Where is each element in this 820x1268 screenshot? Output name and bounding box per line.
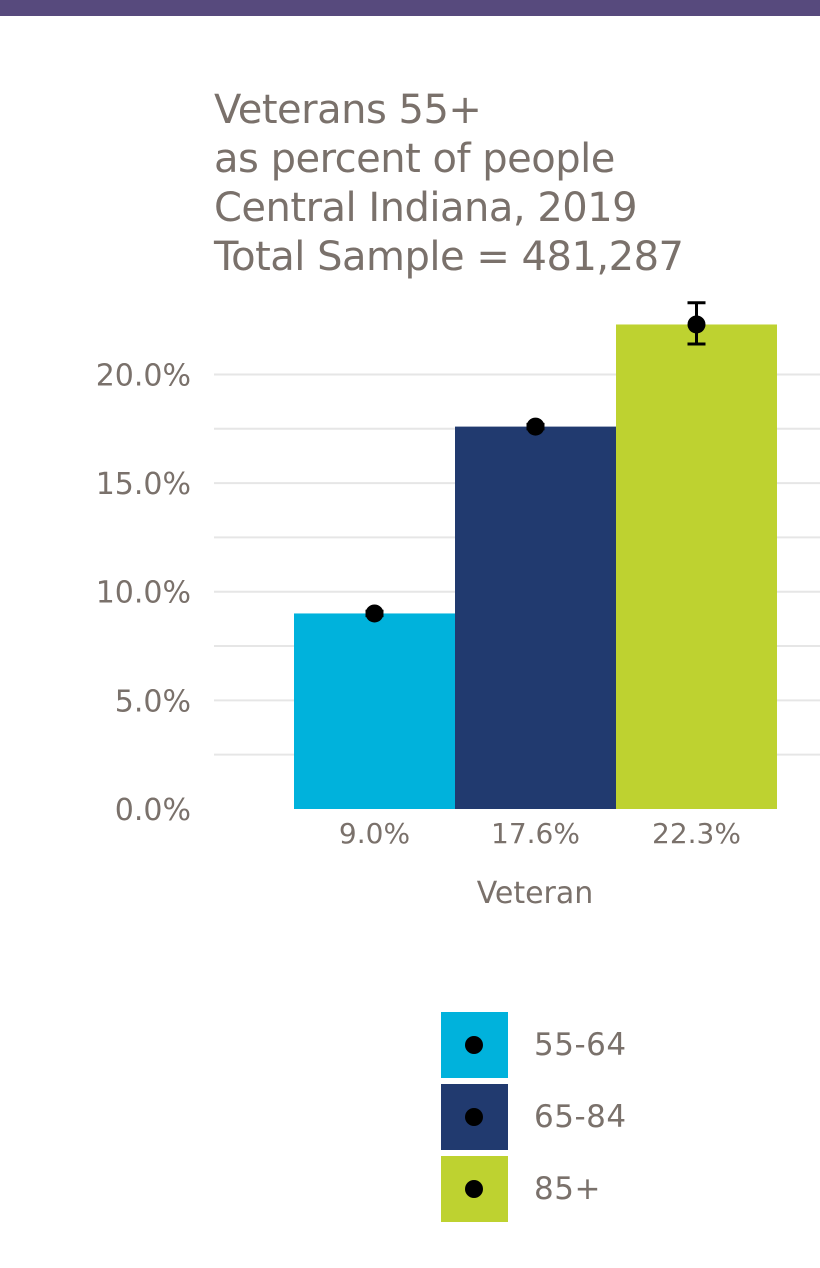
x-axis-title: Veteran <box>477 876 594 911</box>
y-tick-label: 5.0% <box>115 684 191 719</box>
legend-label-85-plus: 85+ <box>534 1171 601 1207</box>
bar-85-plus <box>616 324 777 809</box>
x-tick-label: 9.0% <box>339 817 410 850</box>
chart-title-line-1: Veterans 55+ <box>214 87 482 133</box>
legend-marker-icon <box>465 1108 483 1126</box>
legend-swatch-55-64 <box>441 1012 508 1078</box>
legend-item-85-plus: 85+ <box>441 1153 627 1225</box>
x-tick-label: 22.3% <box>652 817 741 850</box>
bars <box>294 324 777 809</box>
legend: 55-64 65-84 85+ <box>441 1009 627 1225</box>
legend-marker-icon <box>465 1180 483 1198</box>
point-marker <box>687 315 706 334</box>
chart-title-line-4: Total Sample = 481,287 <box>214 234 684 280</box>
chart-title-line-2: as percent of people <box>214 136 615 182</box>
y-tick-label: 15.0% <box>96 467 191 502</box>
legend-item-65-84: 65-84 <box>441 1081 627 1153</box>
legend-item-55-64: 55-64 <box>441 1009 627 1081</box>
y-tick-label: 20.0% <box>96 358 191 393</box>
legend-marker-icon <box>465 1036 483 1054</box>
x-axis-tick-labels: 9.0% 17.6% 22.3% <box>339 817 741 850</box>
x-tick-label: 17.6% <box>491 817 580 850</box>
top-accent-bar <box>0 0 820 16</box>
legend-label-55-64: 55-64 <box>534 1027 627 1063</box>
bar-55-64 <box>294 613 455 809</box>
chart-title-line-3: Central Indiana, 2019 <box>214 185 638 231</box>
y-tick-label: 10.0% <box>96 576 191 611</box>
bar-chart: 0.0% 5.0% 10.0% 15.0% 20.0% 9.0% 17.6% 22.3% V… <box>96 301 820 911</box>
legend-swatch-85-plus <box>441 1156 508 1222</box>
legend-label-65-84: 65-84 <box>534 1099 627 1135</box>
y-axis-tick-labels: 0.0% 5.0% 10.0% 15.0% 20.0% <box>96 358 191 828</box>
point-marker <box>365 604 384 623</box>
error-bars <box>365 301 706 623</box>
y-tick-label: 0.0% <box>115 793 191 828</box>
chart-title: Veterans 55+ as percent of people Centra… <box>214 86 804 282</box>
bar-65-84 <box>455 426 616 809</box>
point-marker <box>526 417 545 436</box>
legend-swatch-65-84 <box>441 1084 508 1150</box>
